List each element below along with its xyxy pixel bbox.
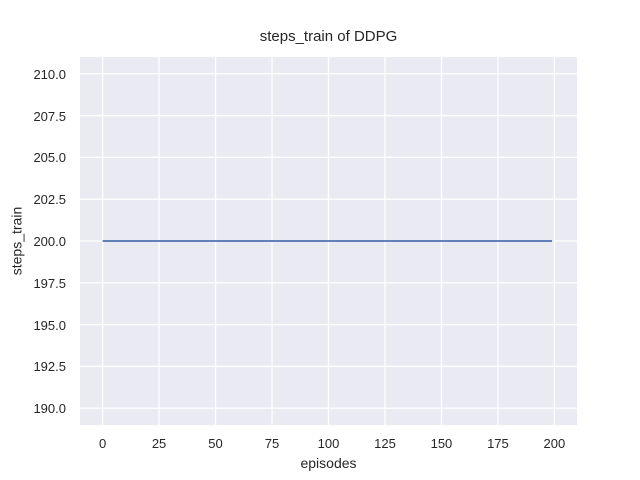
x-tick-label: 75	[264, 436, 280, 451]
y-tick-label: 207.5	[33, 108, 66, 124]
x-tick-label: 150	[430, 436, 453, 451]
y-tick-label: 190.0	[33, 401, 66, 417]
y-tick-label: 205.0	[33, 150, 66, 166]
y-tick-label: 200.0	[33, 234, 66, 249]
y-tick-label: 202.5	[33, 192, 66, 208]
y-tick-label: 195.0	[33, 317, 66, 333]
y-tick-label: 197.5	[33, 275, 66, 291]
y-tick-label: 192.5	[33, 359, 66, 375]
x-axis-label: episodes	[300, 455, 357, 471]
x-tick-label: 175	[487, 436, 509, 451]
x-tick-label: 200	[543, 436, 566, 451]
x-tick-label: 50	[208, 436, 223, 451]
x-tick-label: 25	[151, 436, 167, 451]
x-tick-label: 125	[374, 436, 396, 451]
y-tick-label: 210.0	[33, 66, 66, 82]
x-tick-label: 0	[98, 436, 107, 451]
chart-title: steps_train of DDPG	[259, 28, 398, 45]
x-tick-label: 100	[317, 436, 340, 451]
